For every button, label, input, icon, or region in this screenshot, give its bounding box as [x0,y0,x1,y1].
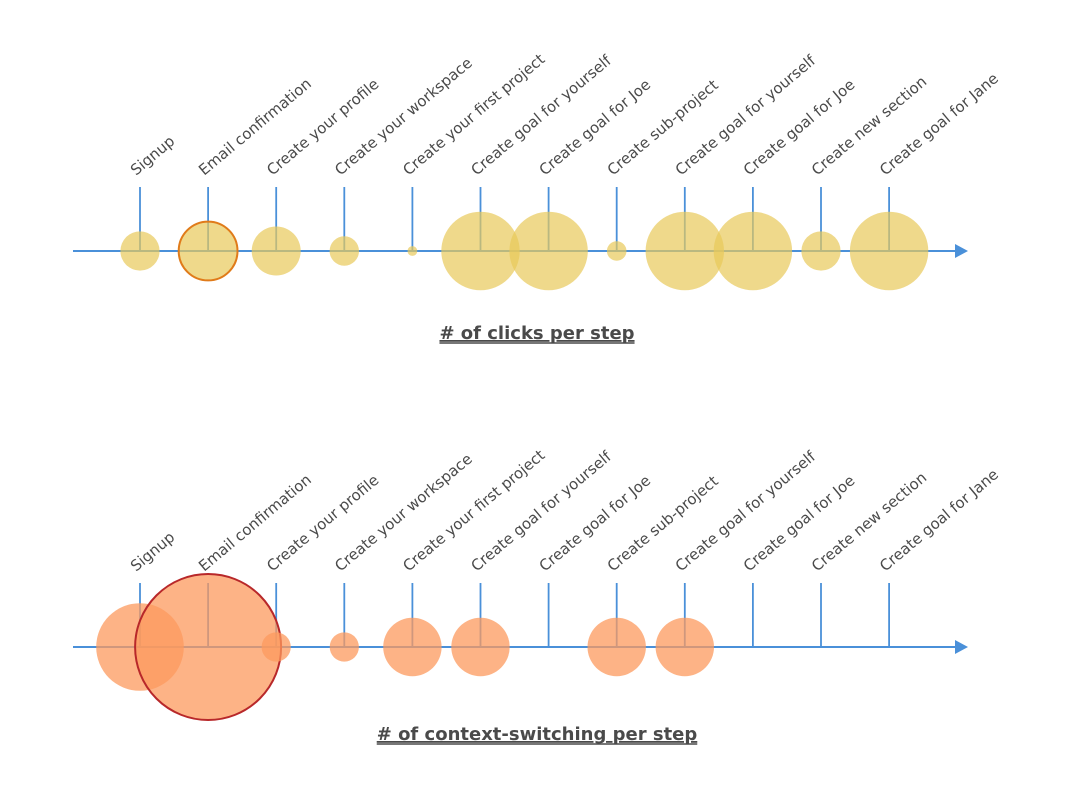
step-label: Signup [127,132,178,179]
step-label: Create new section [808,72,930,179]
bubble [120,231,160,271]
bubble [407,246,418,256]
step-label: Email confirmation [195,75,315,180]
step-label: Email confirmation [195,471,315,576]
bubble [451,617,510,677]
bubble [849,211,929,291]
axis-arrow-icon [955,640,968,654]
step-label: Create your workspace [331,54,475,179]
axis-arrow-icon [955,244,968,258]
step-label: Create sub-project [604,76,722,179]
step-label: Create your profile [263,75,382,179]
step-label: Create your profile [263,471,382,575]
step-label: Create goal for Joe [536,471,655,575]
step-label: Create goal for Joe [740,471,859,575]
bubble [509,211,588,291]
step-label: Create goal for Jane [876,69,1002,179]
bubble [655,617,714,677]
bubble [645,211,724,291]
chart-title: # of context-switching per step [377,724,698,745]
bubble [441,211,520,291]
bubble [261,632,291,662]
bubble [606,241,627,261]
step-label: Create goal for Joe [740,75,859,179]
step-label: Create goal for Joe [536,75,655,179]
bubble [329,632,359,662]
step-label: Create goal for Jane [876,465,1002,575]
bubble [383,617,442,677]
step-label: Create your workspace [331,450,475,575]
bubble [801,231,841,271]
step-label: Signup [127,528,178,575]
bubble [329,236,359,266]
bubble-highlighted [134,573,283,721]
step-label: Create sub-project [604,472,722,575]
bubble [587,617,646,677]
bubble [251,226,301,276]
chart-title: # of clicks per step [439,323,634,344]
bubble-highlighted [177,220,239,282]
bubble [713,211,793,291]
step-label: Create new section [808,468,930,575]
